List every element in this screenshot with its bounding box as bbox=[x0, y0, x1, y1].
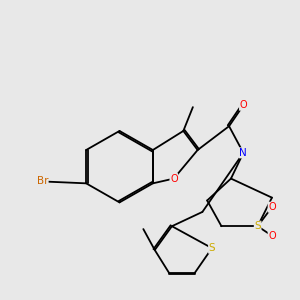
Text: Br: Br bbox=[37, 176, 48, 186]
Text: N: N bbox=[239, 148, 247, 158]
Text: S: S bbox=[208, 243, 215, 253]
Text: S: S bbox=[254, 221, 261, 231]
Text: O: O bbox=[268, 231, 276, 241]
Text: O: O bbox=[239, 100, 247, 110]
Text: O: O bbox=[170, 174, 178, 184]
Text: O: O bbox=[268, 202, 276, 212]
